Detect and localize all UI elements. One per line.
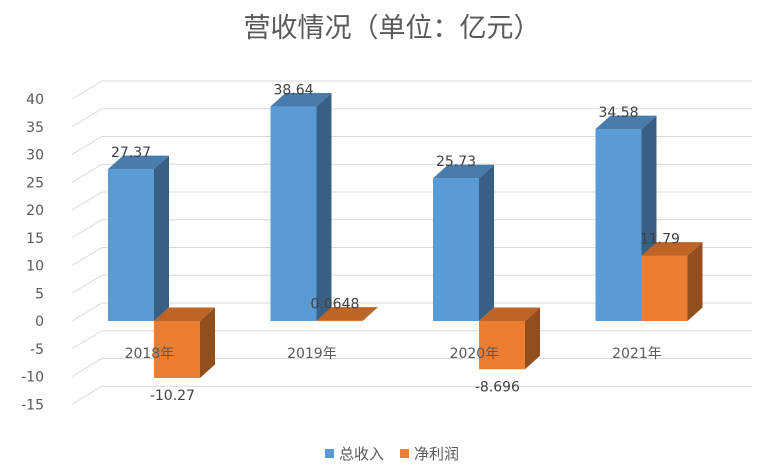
- chart-title: 营收情况（单位：亿元）: [243, 13, 541, 44]
- category-label: 2021年: [612, 346, 662, 362]
- data-label: 27.37: [111, 145, 151, 161]
- y-tick-label: 20: [26, 203, 44, 219]
- data-label: 38.64: [273, 83, 313, 99]
- bar-总收入-2018年: [108, 155, 169, 321]
- gridline: [71, 163, 752, 183]
- bar-净利润-2019年: [316, 307, 378, 322]
- y-tick-label: 5: [35, 286, 44, 302]
- y-tick-label: 15: [26, 231, 44, 247]
- gridline: [71, 247, 752, 266]
- y-tick-label: -5: [30, 342, 44, 358]
- gridline: [71, 385, 752, 405]
- chart-gridlines: [71, 80, 752, 405]
- gridline: [71, 302, 752, 322]
- gridline: [71, 274, 752, 294]
- data-label: 0.0648: [310, 297, 359, 313]
- y-tick-label: 30: [26, 148, 44, 164]
- category-label: 2019年: [287, 346, 337, 362]
- gridline: [71, 80, 752, 100]
- gridline: [71, 191, 752, 211]
- category-label: 2020年: [450, 346, 500, 362]
- data-label: -10.27: [150, 388, 195, 404]
- gridline: [71, 219, 752, 239]
- legend-item: 总收入: [324, 443, 384, 464]
- legend-label: 总收入: [338, 445, 384, 463]
- bar-净利润-2021年: [641, 242, 703, 321]
- bar-净利润-2018年: [154, 307, 215, 378]
- data-label: 11.79: [640, 232, 680, 248]
- legend-swatch: [324, 449, 334, 458]
- bar-净利润-2020年: [479, 307, 540, 370]
- bar-总收入-2019年: [270, 93, 332, 321]
- legend: 总收入 净利润: [0, 443, 784, 464]
- y-tick-label: 40: [26, 92, 44, 108]
- category-label: 2018年: [125, 346, 175, 362]
- data-label: 34.58: [598, 105, 638, 121]
- chart-bars: [108, 93, 703, 378]
- gridline: [71, 136, 752, 155]
- y-tick-label: 25: [26, 175, 44, 191]
- y-tick-label: -15: [21, 397, 44, 413]
- legend-label: 净利润: [414, 445, 460, 463]
- gridline: [71, 108, 752, 128]
- y-tick-label: 35: [26, 120, 44, 136]
- data-label: 25.73: [436, 154, 476, 170]
- y-tick-label: -10: [21, 370, 44, 386]
- legend-item: 净利润: [400, 443, 459, 464]
- data-labels: 27.37 -10.27 38.64 0.0648 25.73 -8.696 34.58 11…: [111, 83, 680, 404]
- y-axis: -15 -10 -5 0 5 10 15 20 25 30 35 40: [21, 92, 44, 413]
- x-axis: 2018年 2019年 2020年 2021年: [125, 346, 662, 362]
- data-label: -8.696: [475, 379, 520, 395]
- legend-swatch: [400, 449, 409, 458]
- y-tick-label: 10: [26, 259, 44, 275]
- bar-总收入-2020年: [433, 164, 494, 321]
- y-tick-label: 0: [35, 314, 44, 330]
- bar-总收入-2021年: [595, 115, 657, 322]
